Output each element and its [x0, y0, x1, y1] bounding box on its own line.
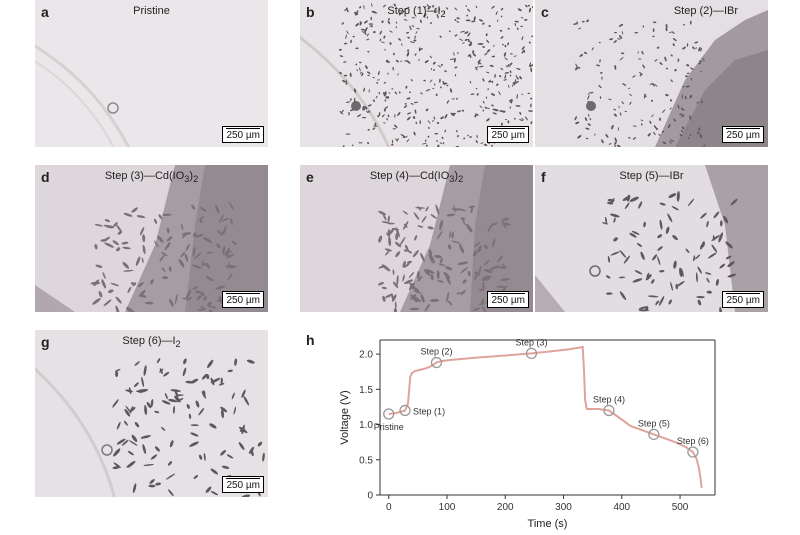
micrograph-panel-d: d Step (3)—Cd(IO3)2 250 µm — [35, 165, 268, 312]
y-tick-label: 1.5 — [359, 385, 373, 396]
micrograph-image — [300, 0, 533, 147]
scale-bar: 250 µm — [222, 476, 264, 493]
x-tick-label: 200 — [497, 502, 514, 513]
y-tick-label: 0.5 — [359, 455, 373, 466]
step-marker — [648, 428, 660, 441]
micrograph-panel-g: g Step (6)—I2 250 µm — [35, 330, 268, 497]
panel-title-tail: ) — [454, 170, 459, 182]
micrograph-panel-f: f Step (5)—IBr 250 µm — [535, 165, 768, 312]
y-axis-label: Voltage (V) — [339, 390, 351, 444]
panel-title-text: Step (3)—Cd(IO — [104, 170, 185, 182]
panel-label: a — [41, 4, 49, 20]
x-tick-label: 500 — [672, 502, 689, 513]
scale-bar-label: 250 µm — [491, 295, 525, 306]
step-label: Step (4) — [593, 394, 625, 404]
panel-title-tail: ) — [189, 170, 194, 182]
micrograph-panel-a: a Pristine 250 µm — [35, 0, 268, 147]
panel-title-text: Step (1)—I — [387, 5, 441, 17]
micrograph-image — [35, 165, 268, 312]
panel-title: Step (4)—Cd(IO3)2 — [300, 170, 533, 184]
panel-label: c — [541, 4, 549, 20]
panel-title: Step (5)—IBr — [535, 170, 768, 182]
panel-title: Step (2)—IBr — [674, 5, 738, 17]
step-label: Step (1) — [413, 406, 445, 416]
micrograph-image — [535, 165, 768, 312]
step-markers: Pristine Step (1) Step (2) Step (3) Step (4)… — [374, 337, 709, 458]
voltage-chart-panel: h 0 100 200 300 400 500 0 0.5 1.0 1.5 2.0 Pristine… — [300, 330, 800, 530]
scale-bar: 250 µm — [722, 291, 764, 308]
micrograph-image — [300, 165, 533, 312]
micrograph-image — [35, 330, 268, 497]
panel-title: Step (6)—I2 — [35, 335, 268, 349]
scale-bar-label: 250 µm — [726, 295, 760, 306]
scale-bar-label: 250 µm — [226, 130, 260, 141]
micrograph-panel-e: e Step (4)—Cd(IO3)2 250 µm — [300, 165, 533, 312]
x-tick-label: 400 — [613, 502, 630, 513]
scale-bar: 250 µm — [722, 126, 764, 143]
x-axis-label: Time (s) — [528, 518, 568, 530]
panel-label: f — [541, 169, 546, 185]
panel-title: Pristine — [35, 5, 268, 17]
step-label: Step (6) — [677, 436, 709, 446]
step-label: Step (3) — [515, 337, 547, 347]
y-tick-label: 2.0 — [359, 350, 373, 361]
x-tick-label: 0 — [386, 502, 392, 513]
scale-bar-label: 250 µm — [226, 480, 260, 491]
panel-label: h — [306, 332, 315, 348]
step-label: Step (5) — [638, 418, 670, 428]
step-marker — [383, 408, 395, 420]
y-tick-label: 1.0 — [359, 420, 373, 431]
micrograph-image — [535, 0, 768, 147]
scale-bar-label: 250 µm — [491, 130, 525, 141]
panel-title-subscript: 2 — [458, 174, 464, 185]
micrograph-panel-c: c Step (2)—IBr 250 µm — [535, 0, 768, 147]
scale-bar-label: 250 µm — [226, 295, 260, 306]
scale-bar: 250 µm — [487, 126, 529, 143]
micrograph-panel-b: b Step (1)—I2 250 µm — [300, 0, 533, 147]
step-marker — [603, 404, 615, 417]
scale-bar: 250 µm — [222, 126, 264, 143]
panel-label: e — [306, 169, 314, 185]
panel-title-subscript: 2 — [175, 339, 181, 350]
panel-title-subscript: 3 — [449, 174, 455, 185]
panel-label: d — [41, 169, 50, 185]
panel-title-text: Step (2)—IBr — [673, 5, 738, 17]
y-tick-label: 0 — [367, 491, 373, 502]
x-tick-label: 100 — [439, 502, 456, 513]
panel-title-subscript: 2 — [193, 174, 199, 185]
panel-title-text: Pristine — [133, 5, 170, 17]
panel-title: Step (3)—Cd(IO3)2 — [35, 170, 268, 184]
panel-label: g — [41, 334, 50, 350]
step-label: Step (2) — [421, 347, 453, 357]
panel-label: b — [306, 4, 315, 20]
scale-bar: 250 µm — [222, 291, 264, 308]
panel-title-subscript: 3 — [184, 174, 190, 185]
step-marker — [525, 347, 538, 360]
panel-title: Step (1)—I2 — [300, 5, 533, 19]
panel-title-text: Step (5)—IBr — [619, 170, 684, 182]
panel-title-text: Step (4)—Cd(IO — [369, 170, 450, 182]
chart-ticks: 0 100 200 300 400 500 0 0.5 1.0 1.5 2.0 — [359, 350, 689, 513]
voltage-time-chart: 0 100 200 300 400 500 0 0.5 1.0 1.5 2.0 Pristine St… — [339, 337, 716, 530]
step-marker — [399, 404, 411, 417]
step-marker — [687, 446, 699, 458]
voltage-series-line — [388, 345, 703, 489]
panel-title-text: Step (6)—I — [122, 335, 176, 347]
scale-bar: 250 µm — [487, 291, 529, 308]
x-tick-label: 300 — [555, 502, 572, 513]
scale-bar-label: 250 µm — [726, 130, 760, 141]
step-marker — [430, 356, 443, 369]
micrograph-image — [35, 0, 268, 147]
chart-axes — [379, 339, 716, 496]
step-label: Pristine — [374, 422, 404, 432]
panel-title-subscript: 2 — [440, 9, 446, 20]
